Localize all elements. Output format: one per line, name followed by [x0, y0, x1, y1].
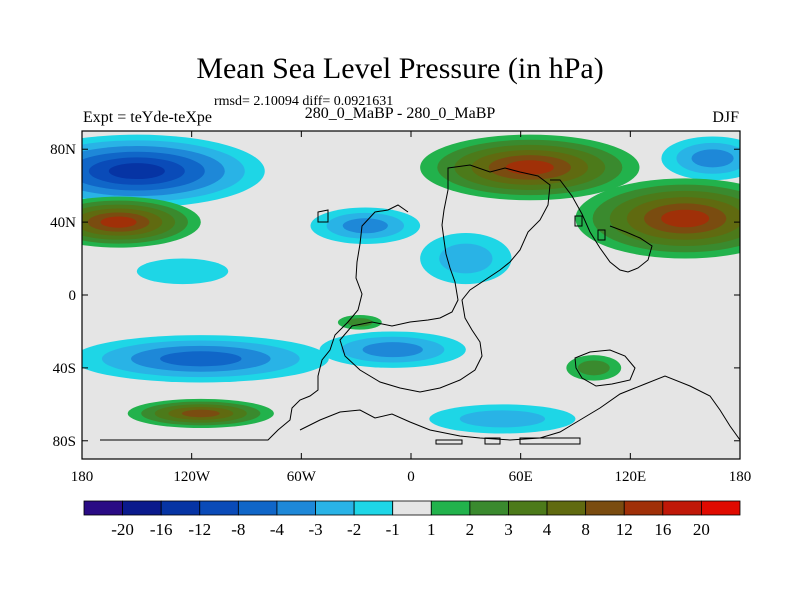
coastline-outline — [100, 164, 740, 445]
anomaly-contour-6-1 — [439, 243, 493, 274]
colorbar-label: 12 — [616, 520, 633, 539]
y-axis: 80N 40N 0 40S 80S — [50, 142, 740, 450]
anomaly-contour-2-5 — [100, 216, 137, 228]
x-tick-label: 120W — [173, 469, 211, 485]
colorbar-label: 20 — [693, 520, 710, 539]
anomaly-contour-13-1 — [347, 318, 373, 327]
y-tick-label: 80S — [53, 434, 76, 450]
colorbar-swatch — [430, 500, 471, 516]
anomaly-contours — [82, 134, 740, 434]
colorbar-label: -3 — [308, 520, 322, 539]
colorbar-label: 16 — [654, 520, 671, 539]
colorbar-label: 8 — [581, 520, 590, 539]
stats-text: rmsd= 2.10094 diff= 0.0921631 — [214, 94, 394, 109]
chart-title: Mean Sea Level Pressure (in hPa) — [196, 52, 604, 85]
y-tick-label: 0 — [69, 288, 77, 304]
colorbar-swatch — [83, 500, 123, 516]
y-tick-label: 40S — [53, 361, 76, 377]
anomaly-contour-1-2 — [691, 149, 734, 168]
colorbar-swatch — [585, 500, 625, 516]
x-tick-label: 0 — [407, 469, 415, 485]
colorbar-label: -12 — [188, 520, 211, 539]
colorbar-label: -1 — [386, 520, 400, 539]
anomaly-contour-9-2 — [362, 342, 423, 358]
season-label: DJF — [712, 109, 739, 126]
anomaly-contour-0-5 — [108, 163, 165, 180]
colorbar-swatch — [701, 500, 741, 516]
colorbar-swatch — [508, 500, 548, 516]
colorbar-swatch — [392, 500, 432, 516]
anomaly-contour-8-3 — [160, 351, 242, 367]
colorbar-swatch — [353, 500, 394, 516]
x-tick-label: 180 — [729, 469, 752, 485]
colorbar-swatch — [237, 500, 278, 516]
colorbar-label: 2 — [466, 520, 475, 539]
y-tick-label: 40N — [50, 215, 76, 231]
comparison-label: 280_0_MaBP - 280_0_MaBP — [304, 105, 496, 122]
x-axis: 180 120W 60W 0 60E 120E 180 — [71, 131, 752, 485]
anomaly-contour-10-4 — [181, 409, 220, 418]
x-tick-label: 60E — [509, 469, 533, 485]
anomaly-contour-3-5 — [505, 160, 554, 175]
colorbar-swatch — [623, 500, 664, 516]
colorbar: -20 -16 -12 -8 -4 -3 -2 -1 1 2 3 4 8 12 16 20 — [83, 500, 741, 539]
colorbar-swatch — [199, 500, 239, 516]
anomaly-contour-4-5 — [661, 209, 710, 228]
colorbar-swatch — [276, 500, 316, 516]
colorbar-label: -4 — [270, 520, 285, 539]
colorbar-swatch — [160, 500, 201, 516]
x-tick-label: 180 — [71, 469, 94, 485]
colorbar-label: 4 — [543, 520, 552, 539]
colorbar-swatch — [122, 500, 162, 516]
experiment-label: Expt = teYde-teXpe — [83, 109, 212, 126]
anomaly-contour-12-1 — [577, 360, 610, 376]
anomaly-contour-5-2 — [342, 218, 388, 234]
x-tick-label: 60W — [287, 469, 317, 485]
colorbar-label: 1 — [427, 520, 436, 539]
colorbar-label: -16 — [150, 520, 173, 539]
y-tick-label: 80N — [50, 142, 76, 158]
anomaly-contour-7-0 — [136, 258, 229, 285]
colorbar-label: -8 — [231, 520, 245, 539]
colorbar-label: 3 — [504, 520, 513, 539]
colorbar-swatch — [469, 500, 509, 516]
anomaly-contour-11-1 — [459, 410, 546, 428]
colorbar-swatch — [662, 500, 702, 516]
x-tick-label: 120E — [614, 469, 646, 485]
colorbar-label: -20 — [111, 520, 134, 539]
colorbar-swatch — [546, 500, 587, 516]
colorbar-swatch — [315, 500, 355, 516]
colorbar-label: -2 — [347, 520, 361, 539]
